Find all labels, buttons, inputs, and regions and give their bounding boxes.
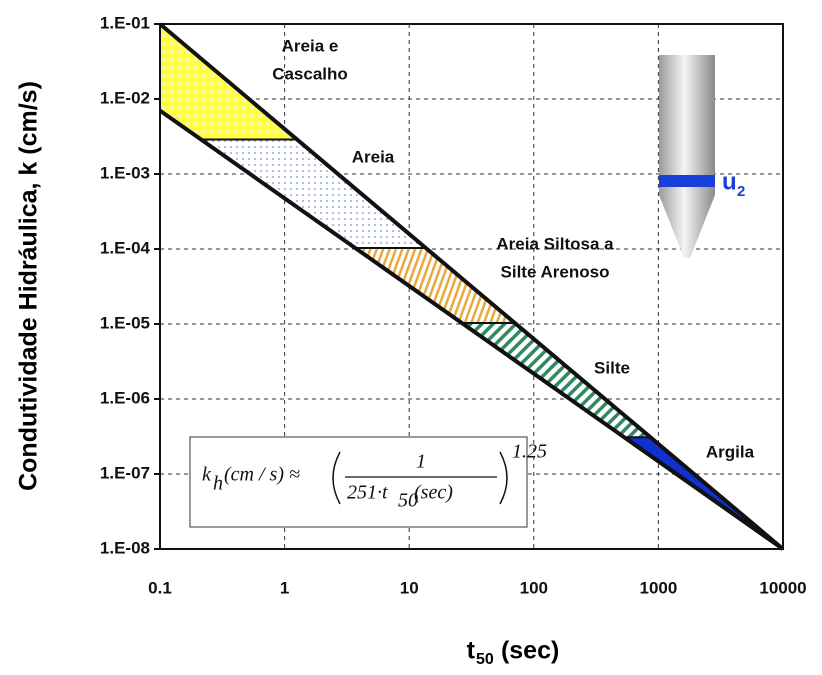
x-axis-title: t [467, 637, 476, 665]
region-label: Areia e [282, 36, 339, 55]
y-tick-label: 1.E-03 [100, 163, 150, 182]
x-tick-label: 1 [280, 578, 289, 597]
probe-label-sub: 2 [737, 183, 745, 200]
plot-frame [159, 23, 784, 550]
formula-box: k h (cm / s) ≈ 1 251·t 50 (sec) 1.25 [189, 436, 547, 528]
formula-den: 251·t [347, 482, 388, 504]
formula-num: 1 [416, 451, 426, 473]
region [202, 140, 428, 249]
x-tick-label: 100 [520, 578, 548, 597]
y-tick-label: 1.E-05 [100, 313, 150, 332]
x-tick-label: 0.1 [148, 578, 172, 597]
region-label: Cascalho [272, 64, 348, 83]
y-tick-label: 1.E-01 [100, 13, 150, 32]
probe-icon [659, 55, 715, 258]
region [462, 324, 651, 439]
x-tick-label: 10 [400, 578, 419, 597]
formula-exp: 1.25 [512, 441, 547, 463]
x-tick-label: 1000 [639, 578, 677, 597]
y-tick-label: 1.E-07 [100, 463, 150, 482]
plot: 0.1 1 10 100 1000 10000 1.E-01 1.E-02 1.E-03 1.E-… [100, 13, 807, 597]
y-tick-label: 1.E-08 [100, 538, 150, 557]
formula-den-rest: (sec) [414, 482, 453, 504]
x-axis-title-sub: 50 [476, 651, 494, 668]
region-label: Areia Siltosa a [496, 234, 614, 253]
y-tick-label: 1.E-02 [100, 88, 150, 107]
region [356, 249, 517, 324]
region-label: Silte [594, 358, 630, 377]
y-tick-label: 1.E-04 [100, 238, 151, 257]
region-label: Areia [352, 147, 395, 166]
y-axis-title: Condutividade Hidráulica, k (cm/s) [15, 81, 43, 491]
y-tick-label: 1.E-06 [100, 388, 150, 407]
formula-k-sub: h [213, 473, 223, 495]
boundary-line [158, 108, 785, 551]
region-label: Argila [706, 442, 755, 461]
x-axis-title-rest: (sec) [494, 637, 559, 665]
formula-den-sub: 50 [398, 490, 418, 512]
formula-k: k [202, 464, 212, 486]
boundary-line [158, 22, 785, 551]
region-label: Silte Arenoso [501, 262, 610, 281]
formula-lhs: (cm / s) ≈ [224, 464, 300, 486]
x-tick-label: 10000 [759, 578, 806, 597]
probe-label: u [722, 168, 737, 195]
